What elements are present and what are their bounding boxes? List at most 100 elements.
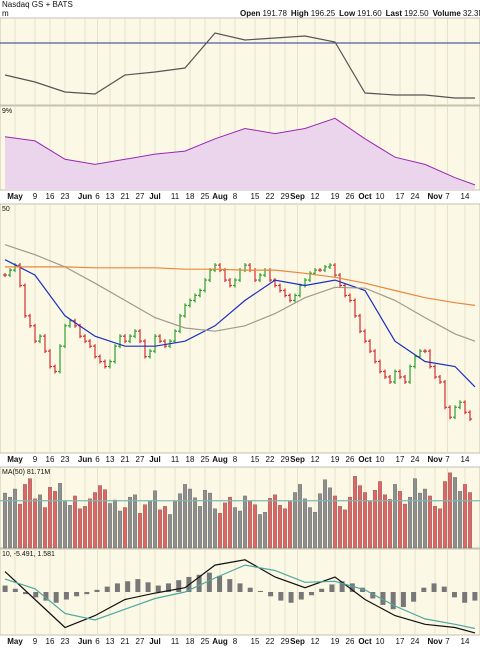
x-tick-label: 21 xyxy=(121,637,130,646)
price-bar xyxy=(458,400,462,410)
x-tick-label: 24 xyxy=(411,455,420,464)
x-tick-label: 26 xyxy=(346,455,355,464)
macd-histogram-bar xyxy=(43,592,49,601)
x-tick-label: 19 xyxy=(331,455,340,464)
price-bar xyxy=(293,293,297,303)
price-bar xyxy=(388,374,392,384)
x-tick-label: May xyxy=(7,637,23,646)
panel-background xyxy=(0,203,480,454)
volume-bar xyxy=(438,508,442,549)
price-bar xyxy=(133,329,137,339)
volume-bar xyxy=(238,510,242,549)
x-tick-label: 11 xyxy=(171,455,180,464)
quote-label: Low xyxy=(339,9,356,18)
price-bar xyxy=(113,344,117,364)
volume-bar xyxy=(348,496,352,549)
x-tick-label: 9 xyxy=(33,637,38,646)
price-bar xyxy=(63,323,67,349)
macd-histogram-bar xyxy=(206,572,212,592)
price-bar xyxy=(348,293,352,303)
volume-bar xyxy=(93,492,97,549)
x-tick-label: 22 xyxy=(266,192,275,201)
macd-histogram-bar xyxy=(462,592,468,603)
volume-bar xyxy=(313,511,317,549)
volume-bar xyxy=(3,492,7,549)
x-tick-label: Oct xyxy=(358,192,372,201)
volume-bar xyxy=(268,498,272,549)
volume-bar xyxy=(463,484,467,549)
volume-bar xyxy=(468,492,472,549)
price-bar xyxy=(338,273,342,288)
x-tick-label: 15 xyxy=(251,637,260,646)
volume-bar xyxy=(403,503,407,549)
price-bar xyxy=(88,339,92,349)
price-bar xyxy=(218,263,222,273)
price-bar xyxy=(398,369,402,379)
volume-bar xyxy=(18,503,22,549)
macd-histogram-bar xyxy=(155,585,161,592)
volume-bar xyxy=(98,485,102,549)
price-bar xyxy=(173,329,177,344)
volume-bar xyxy=(113,499,117,549)
macd-histogram-bar xyxy=(227,579,233,592)
volume-bar xyxy=(58,483,62,549)
price-bar xyxy=(343,283,347,298)
x-tick-label: 16 xyxy=(46,455,55,464)
price-bar xyxy=(128,334,132,344)
moving-average xyxy=(4,244,476,342)
price-bar xyxy=(108,359,112,369)
macd-histogram-bar xyxy=(176,580,182,592)
quote-label: Open xyxy=(240,9,261,18)
macd-histogram-bar xyxy=(237,583,243,592)
price-bar xyxy=(158,334,162,344)
volume-bar xyxy=(223,502,227,549)
price-bar xyxy=(323,264,327,273)
x-tick-label: 25 xyxy=(201,192,210,201)
price-bar xyxy=(138,329,142,344)
x-tick-label: Jun xyxy=(78,637,92,646)
quote-value: 191.60 xyxy=(357,9,382,18)
volume-bar xyxy=(13,488,17,549)
volume-bar xyxy=(298,484,302,549)
x-tick-label: 23 xyxy=(61,192,70,201)
x-tick-label: Nov xyxy=(427,455,443,464)
macd-histogram-bar xyxy=(400,592,406,608)
x-tick-label: Jun xyxy=(78,192,92,201)
x-tick-label: 10 xyxy=(376,192,385,201)
macd-histogram-bar xyxy=(217,575,223,592)
volume-bar xyxy=(88,498,92,549)
macd-histogram-bar xyxy=(370,592,376,599)
price-bar xyxy=(228,278,232,288)
quote-value: 32.3M xyxy=(463,9,480,18)
volume-bar xyxy=(183,484,187,549)
x-tick-label: 21 xyxy=(121,192,130,201)
x-tick-label: Jul xyxy=(149,455,161,464)
x-tick-label: 15 xyxy=(251,455,260,464)
volume-bar xyxy=(453,477,457,549)
volume-bar xyxy=(393,484,397,549)
x-tick-label: 26 xyxy=(346,637,355,646)
macd-histogram-bar xyxy=(247,587,253,592)
macd-histogram-bar xyxy=(288,592,294,603)
x-tick-label: 6 xyxy=(95,637,100,646)
macd-histogram-bar xyxy=(431,583,437,592)
price-bar xyxy=(53,364,57,374)
price-bar xyxy=(283,288,287,298)
macd-histogram-bar xyxy=(349,583,355,592)
volume-bar xyxy=(263,511,267,549)
price-bar xyxy=(233,278,237,288)
x-tick-label: 9 xyxy=(33,192,38,201)
x-tick-label: 14 xyxy=(461,637,470,646)
volume-bar xyxy=(353,476,357,549)
volume-bar xyxy=(203,489,207,549)
volume-bar xyxy=(123,507,127,549)
x-tick-label: 18 xyxy=(186,192,195,201)
volume-bar xyxy=(138,513,142,549)
price-bar xyxy=(378,359,382,374)
x-tick-label: 26 xyxy=(346,192,355,201)
x-tick-label: 8 xyxy=(233,637,238,646)
volume-bar xyxy=(318,493,322,549)
macd-histogram-bar xyxy=(329,584,335,592)
x-tick-label: 19 xyxy=(331,637,340,646)
